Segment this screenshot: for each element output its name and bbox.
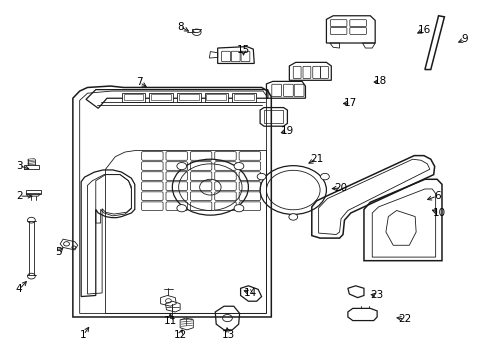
Text: 2: 2 <box>16 191 22 201</box>
Text: 19: 19 <box>280 126 293 135</box>
Text: 5: 5 <box>55 247 61 257</box>
Bar <box>177 93 200 102</box>
Text: 4: 4 <box>16 284 22 294</box>
Text: 15: 15 <box>236 45 250 55</box>
Circle shape <box>234 204 244 212</box>
Bar <box>232 93 255 102</box>
Text: 13: 13 <box>222 330 235 340</box>
Circle shape <box>288 214 297 220</box>
Bar <box>122 93 145 102</box>
Text: 17: 17 <box>344 98 357 108</box>
Bar <box>149 93 172 102</box>
Text: 23: 23 <box>370 291 383 301</box>
Text: 8: 8 <box>177 22 183 32</box>
Bar <box>206 94 225 100</box>
Bar <box>234 94 253 100</box>
Text: 21: 21 <box>309 154 323 164</box>
Circle shape <box>320 174 328 180</box>
Text: 20: 20 <box>334 183 347 193</box>
Text: 9: 9 <box>461 35 467 44</box>
Text: 3: 3 <box>16 161 22 171</box>
Text: 18: 18 <box>373 76 386 86</box>
Text: 1: 1 <box>80 330 87 340</box>
Text: 7: 7 <box>136 77 142 87</box>
Text: 6: 6 <box>433 191 440 201</box>
Bar <box>151 94 170 100</box>
Text: 22: 22 <box>397 314 410 324</box>
Text: 14: 14 <box>243 288 257 298</box>
Bar <box>123 94 143 100</box>
Circle shape <box>234 162 244 170</box>
Circle shape <box>257 174 265 180</box>
Text: 10: 10 <box>432 208 445 218</box>
Text: 16: 16 <box>416 25 430 35</box>
Circle shape <box>177 204 186 212</box>
Bar <box>204 93 227 102</box>
Bar <box>179 94 198 100</box>
Circle shape <box>177 162 186 170</box>
Text: 11: 11 <box>163 316 177 325</box>
Text: 12: 12 <box>173 330 186 340</box>
